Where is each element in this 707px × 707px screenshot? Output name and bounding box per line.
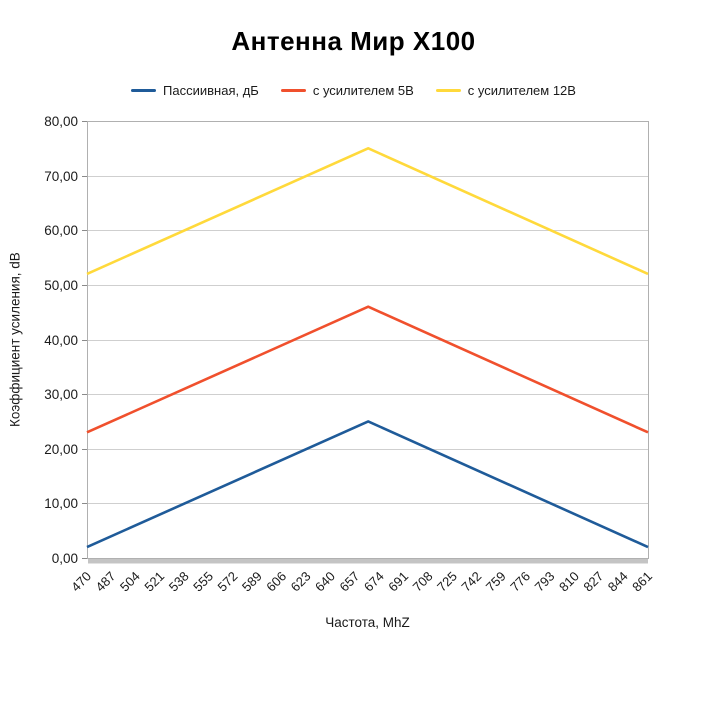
x-tick-label: 793 — [532, 569, 558, 595]
y-tick-label: 60,00 — [44, 223, 78, 238]
x-tick-label: 538 — [166, 569, 192, 595]
y-tick-label: 20,00 — [44, 442, 78, 457]
x-tick-labels: 4704875045215385555725896066236406576746… — [68, 569, 655, 595]
x-tick-label: 708 — [410, 569, 436, 595]
y-tick-label: 80,00 — [44, 114, 78, 129]
x-tick-label: 487 — [93, 569, 119, 595]
x-minor-ticks — [88, 559, 648, 564]
chart-title: Антенна Мир X100 — [231, 26, 476, 56]
x-tick-label: 521 — [141, 569, 167, 595]
grid-lines — [87, 121, 648, 559]
x-axis-title: Частота, MhZ — [325, 615, 410, 630]
legend-item-2: с усилителем 12В — [435, 83, 576, 98]
y-tick-label: 0,00 — [52, 551, 78, 566]
series-line-1 — [86, 305, 649, 434]
x-tick-label: 504 — [117, 569, 143, 595]
x-tick-label: 861 — [629, 569, 655, 595]
y-tick-label: 10,00 — [44, 496, 78, 511]
x-tick-label: 725 — [434, 569, 460, 595]
y-tick-label: 50,00 — [44, 278, 78, 293]
x-tick-label: 759 — [483, 569, 509, 595]
y-tick-label: 30,00 — [44, 387, 78, 402]
legend-swatch-icon — [131, 89, 157, 92]
legend-swatch-icon — [280, 89, 306, 92]
x-tick-label: 742 — [458, 569, 484, 595]
legend-swatch-icon — [435, 89, 461, 92]
x-tick-label: 810 — [556, 569, 582, 595]
x-tick-label: 572 — [215, 569, 241, 595]
legend-item-0: Пассиивная, дБ — [131, 83, 259, 98]
plot-border — [87, 121, 649, 559]
x-tick-label: 776 — [507, 569, 533, 595]
x-tick-label: 844 — [605, 569, 631, 595]
series-line-2 — [86, 147, 649, 276]
x-tick-label: 606 — [263, 569, 289, 595]
legend-label: Пассиивная, дБ — [163, 83, 259, 98]
legend-label: с усилителем 12В — [467, 83, 576, 98]
y-tick-labels: 0,00 10,00 20,00 30,00 40,00 50,00 60,00 70,00 8… — [44, 114, 87, 566]
y-tick-label: 70,00 — [44, 169, 78, 184]
y-tick-label: 40,00 — [44, 333, 78, 348]
x-tick-label: 691 — [385, 569, 411, 595]
x-tick-label: 674 — [361, 569, 387, 595]
series-lines — [86, 147, 649, 549]
x-tick-label: 470 — [68, 569, 94, 595]
x-tick-label: 555 — [190, 569, 216, 595]
legend: Пассиивная, дБ с усилителем 5В с усилителе… — [0, 83, 707, 98]
legend-label: с усилителем 5В — [312, 83, 414, 98]
x-tick-label: 657 — [336, 569, 362, 595]
x-tick-label: 623 — [288, 569, 314, 595]
x-tick-label: 640 — [312, 569, 338, 595]
series-line-0 — [86, 420, 649, 549]
legend-item-1: с усилителем 5В — [280, 83, 414, 98]
x-tick-label: 589 — [239, 569, 265, 595]
x-tick-label: 827 — [580, 569, 606, 595]
